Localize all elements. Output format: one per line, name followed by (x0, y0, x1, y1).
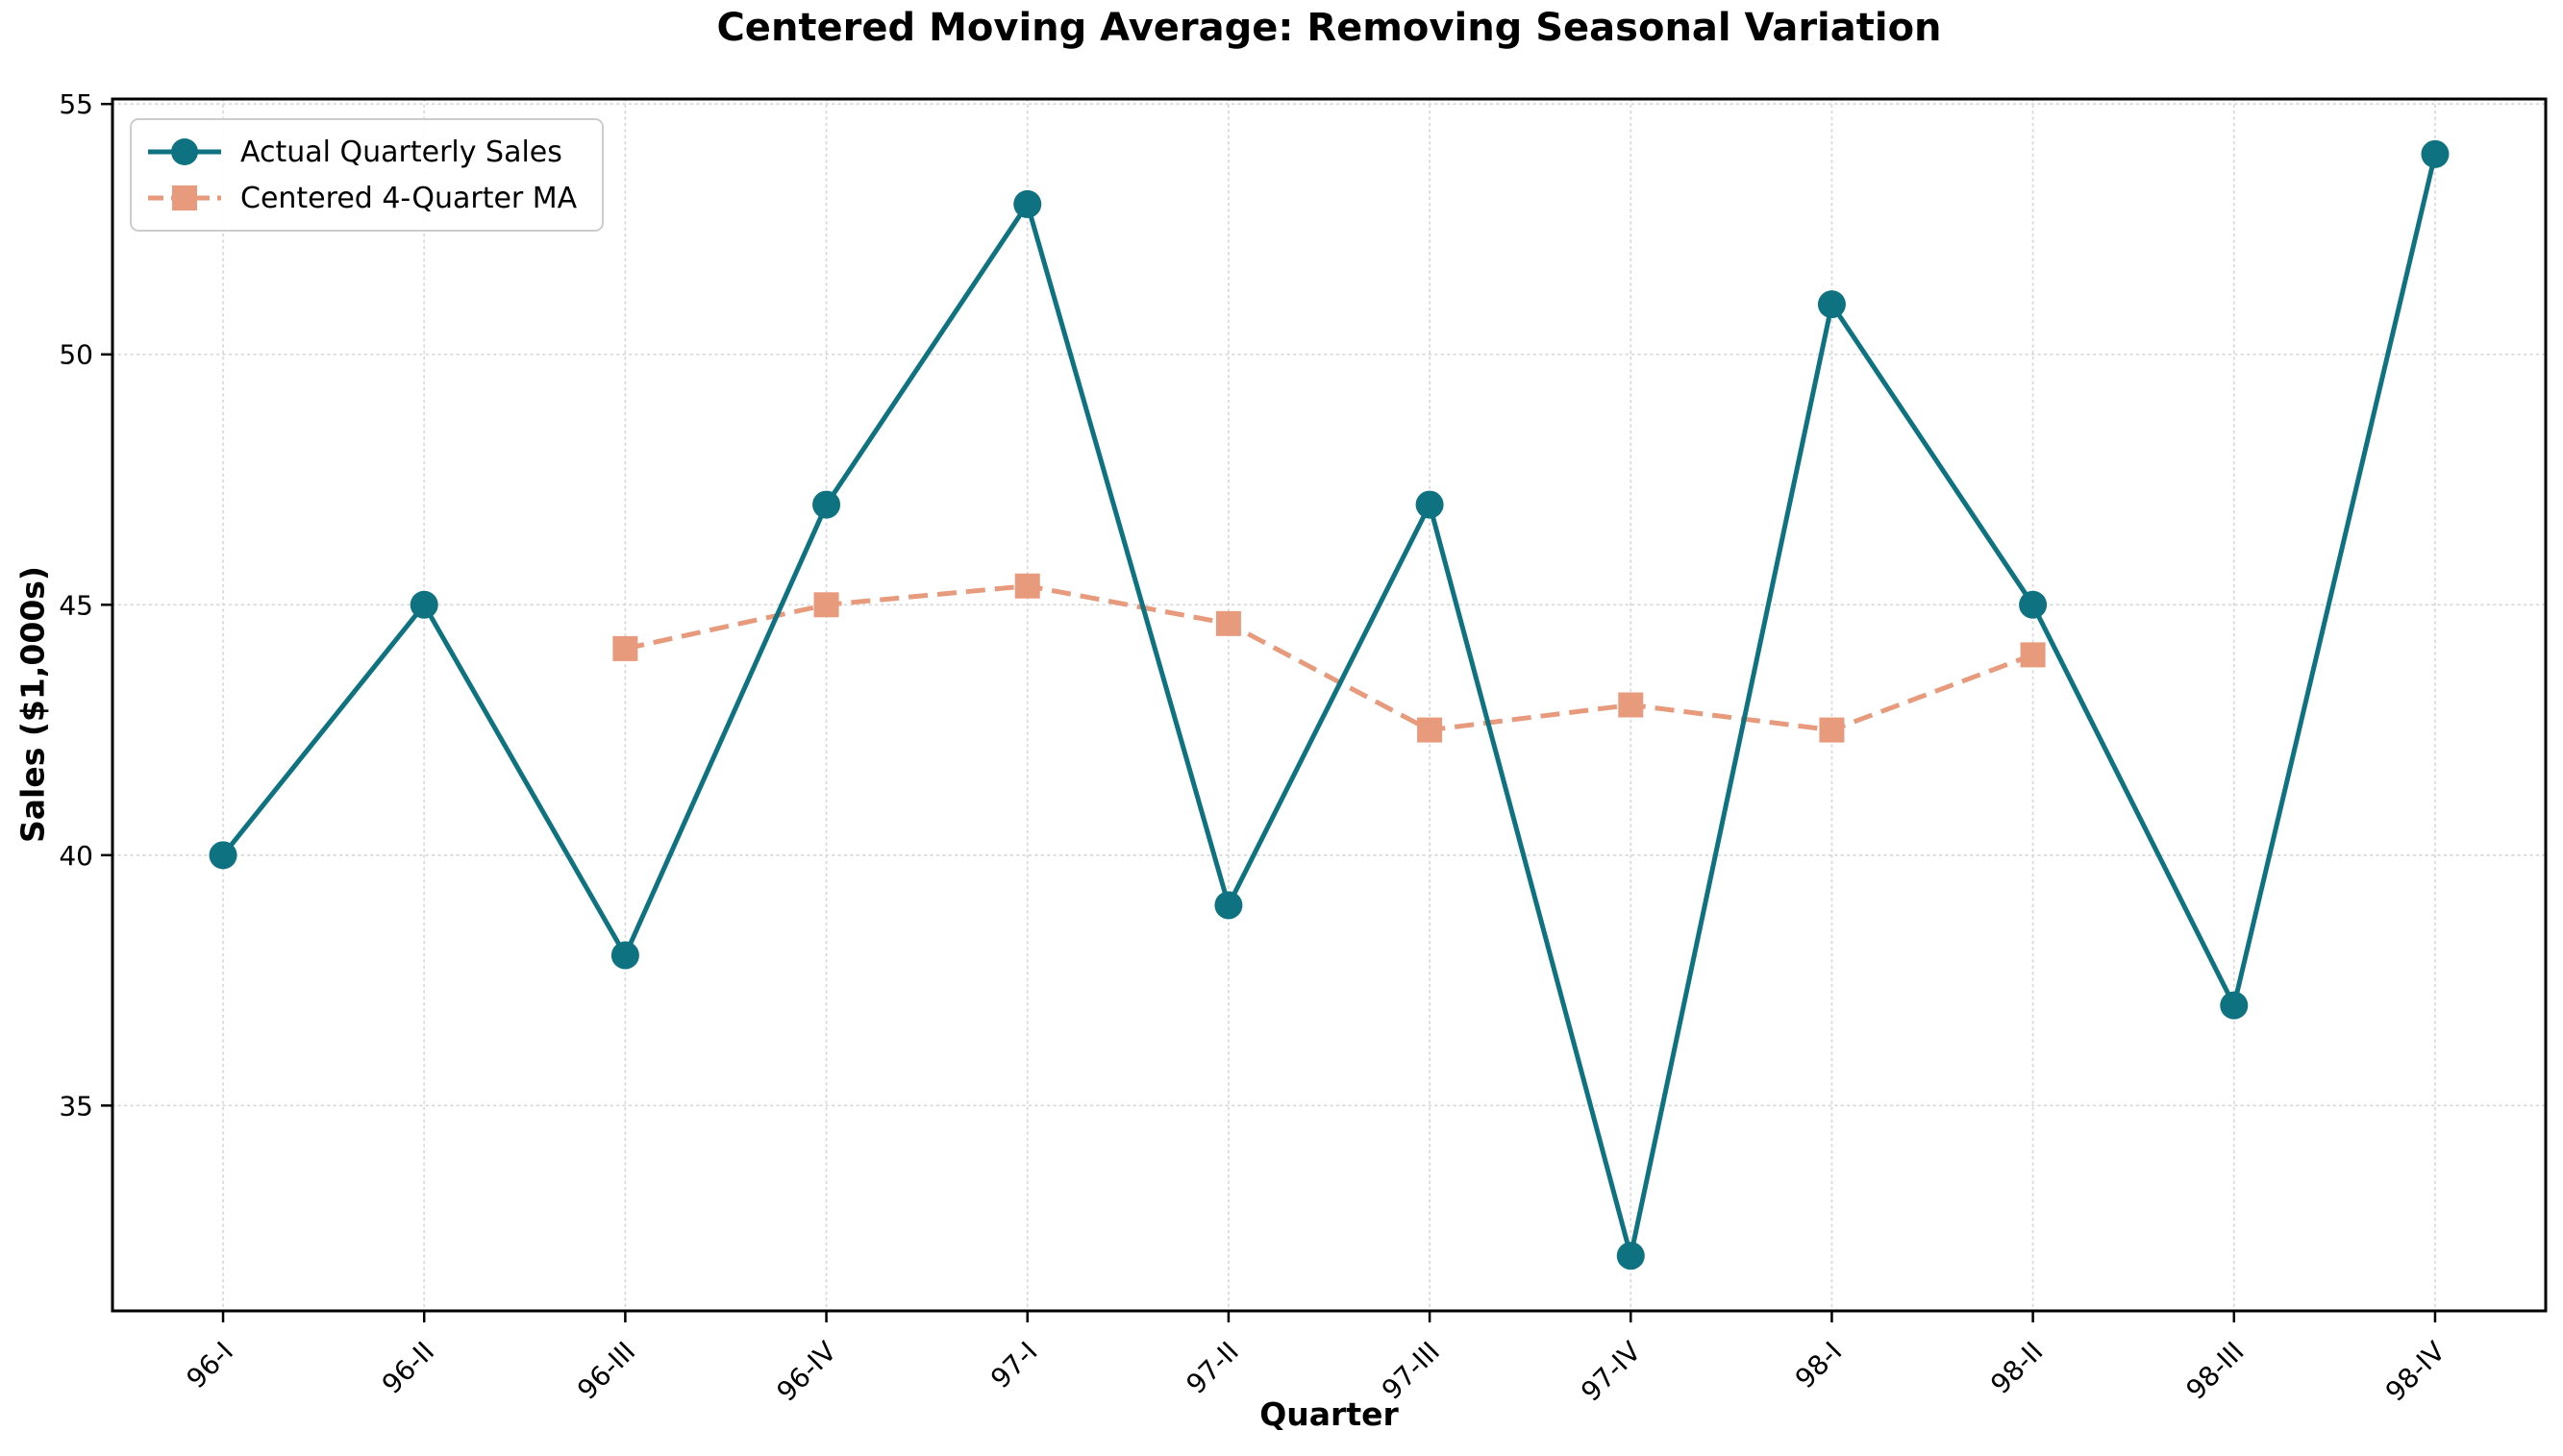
marker-centered-4-quarter-ma (1417, 717, 1443, 743)
marker-centered-4-quarter-ma (612, 635, 638, 661)
marker-centered-4-quarter-ma (1215, 610, 1241, 636)
x-tick-label: 98-I (1789, 1336, 1849, 1395)
marker-centered-4-quarter-ma (1819, 717, 1845, 743)
marker-actual-quarterly-sales (812, 490, 841, 519)
y-axis-label: Sales ($1,000s) (13, 565, 52, 844)
marker-centered-4-quarter-ma (1014, 573, 1040, 599)
marker-actual-quarterly-sales (209, 841, 237, 870)
marker-centered-4-quarter-ma (2020, 642, 2046, 668)
marker-centered-4-quarter-ma (813, 592, 839, 618)
y-tick-label: 40 (59, 840, 93, 872)
x-tick-label: 98-II (1984, 1336, 2049, 1400)
legend-sample-circle-icon (148, 138, 221, 165)
x-tick-label: 96-I (180, 1336, 239, 1395)
x-axis-label: Quarter (1259, 1395, 1399, 1433)
y-tick-label: 50 (59, 339, 93, 371)
marker-actual-quarterly-sales (1415, 490, 1444, 519)
chart-title: Centered Moving Average: Removing Season… (716, 6, 1942, 50)
marker-actual-quarterly-sales (1616, 1242, 1645, 1271)
legend: Actual Quarterly Sales Centered 4-Quarter… (130, 118, 605, 232)
marker-actual-quarterly-sales (1013, 189, 1042, 218)
x-tick-label: 97-I (984, 1336, 1044, 1395)
marker-actual-quarterly-sales (2220, 991, 2249, 1020)
marker-actual-quarterly-sales (410, 590, 438, 619)
x-tick-label: 96-II (376, 1336, 440, 1400)
legend-label: Actual Quarterly Sales (240, 135, 562, 169)
y-tick-label: 35 (59, 1090, 93, 1122)
marker-centered-4-quarter-ma (1618, 692, 1644, 718)
series-line-centered-4-quarter-ma (624, 583, 2034, 733)
legend-entry-centered-4-quarter-ma: Centered 4-Quarter MA (146, 178, 577, 218)
marker-actual-quarterly-sales (2019, 590, 2048, 619)
y-tick-label: 55 (59, 88, 93, 120)
y-tick-label: 45 (59, 589, 93, 621)
legend-entry-actual-quarterly-sales: Actual Quarterly Sales (146, 132, 577, 172)
legend-label: Centered 4-Quarter MA (240, 181, 578, 215)
marker-actual-quarterly-sales (2421, 139, 2450, 168)
legend-sample-square-icon (148, 185, 221, 210)
series-line-actual-quarterly-sales (221, 153, 2438, 1259)
axes-frame (111, 97, 2548, 1313)
marker-actual-quarterly-sales (610, 941, 639, 970)
x-tick-label: 97-II (1181, 1336, 1245, 1400)
marker-actual-quarterly-sales (1214, 891, 1243, 920)
marker-actual-quarterly-sales (1817, 290, 1846, 319)
